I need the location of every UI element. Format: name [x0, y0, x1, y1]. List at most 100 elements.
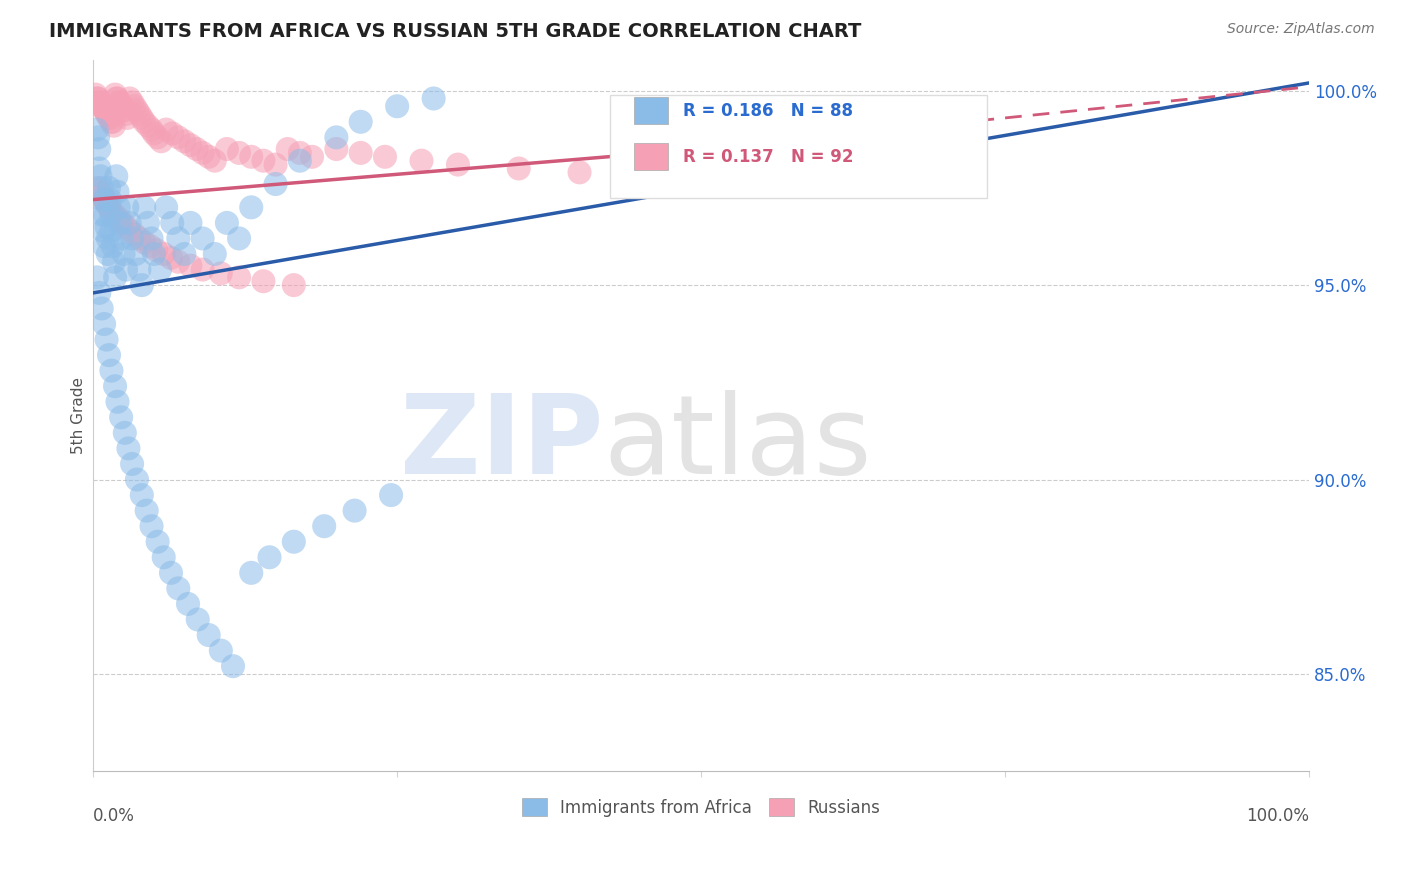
Point	[134, 115, 156, 129]
Point	[100, 115, 122, 129]
Point	[128, 262, 150, 277]
Point	[177, 597, 200, 611]
Point	[124, 99, 146, 113]
Point	[90, 181, 112, 195]
Point	[89, 285, 111, 300]
Point	[90, 193, 112, 207]
Point	[155, 200, 177, 214]
Point	[277, 142, 299, 156]
Point	[103, 119, 125, 133]
Point	[115, 219, 138, 234]
Point	[167, 582, 190, 596]
Text: IMMIGRANTS FROM AFRICA VS RUSSIAN 5TH GRADE CORRELATION CHART: IMMIGRANTS FROM AFRICA VS RUSSIAN 5TH GR…	[49, 22, 862, 41]
Point	[167, 130, 190, 145]
Point	[84, 87, 107, 102]
Point	[134, 235, 156, 250]
Point	[110, 99, 132, 113]
Point	[131, 488, 153, 502]
Point	[160, 251, 183, 265]
Point	[86, 181, 108, 195]
Point	[125, 247, 148, 261]
Point	[118, 91, 141, 105]
Point	[90, 301, 112, 316]
Point	[135, 503, 157, 517]
Point	[191, 145, 214, 160]
Point	[288, 145, 311, 160]
Point	[447, 158, 470, 172]
Point	[107, 91, 129, 105]
Text: ZIP: ZIP	[401, 391, 603, 498]
Point	[422, 91, 444, 105]
Point	[160, 216, 183, 230]
Point	[146, 130, 169, 145]
Point	[98, 111, 121, 125]
Point	[350, 115, 373, 129]
Point	[125, 103, 148, 117]
Point	[380, 488, 402, 502]
Text: R = 0.186   N = 88: R = 0.186 N = 88	[683, 102, 853, 120]
Point	[288, 153, 311, 168]
Bar	[634, 96, 668, 124]
Point	[187, 613, 209, 627]
Point	[141, 231, 163, 245]
Point	[150, 134, 173, 148]
Point	[98, 348, 121, 362]
Point	[91, 224, 114, 238]
Point	[240, 566, 263, 580]
FancyBboxPatch shape	[610, 95, 987, 198]
Y-axis label: 5th Grade: 5th Grade	[72, 376, 86, 454]
Point	[104, 379, 127, 393]
Point	[252, 153, 274, 168]
Point	[191, 262, 214, 277]
Point	[325, 130, 347, 145]
Point	[115, 111, 138, 125]
Point	[110, 231, 132, 245]
Point	[107, 200, 129, 214]
Point	[568, 165, 591, 179]
Point	[204, 247, 226, 261]
Point	[107, 185, 129, 199]
Point	[155, 122, 177, 136]
Point	[411, 153, 433, 168]
Point	[115, 107, 138, 121]
Point	[115, 200, 138, 214]
Point	[228, 270, 250, 285]
Point	[141, 519, 163, 533]
Point	[160, 127, 183, 141]
Point	[108, 216, 131, 230]
Point	[118, 216, 141, 230]
Point	[325, 142, 347, 156]
Point	[110, 410, 132, 425]
Point	[197, 628, 219, 642]
Point	[152, 550, 174, 565]
Point	[149, 262, 172, 277]
Point	[104, 270, 127, 285]
Point	[385, 99, 408, 113]
Point	[100, 224, 122, 238]
Point	[87, 91, 110, 105]
Point	[97, 231, 120, 245]
Point	[96, 107, 118, 121]
Point	[98, 181, 121, 195]
Point	[283, 534, 305, 549]
Bar	[634, 143, 668, 169]
Point	[96, 219, 118, 234]
Point	[96, 196, 118, 211]
Point	[89, 161, 111, 176]
Point	[146, 534, 169, 549]
Point	[160, 566, 183, 580]
Point	[111, 216, 134, 230]
Point	[314, 519, 336, 533]
Point	[93, 239, 115, 253]
Point	[374, 150, 396, 164]
Point	[128, 107, 150, 121]
Point	[98, 200, 121, 214]
Point	[145, 243, 167, 257]
Point	[100, 204, 122, 219]
Point	[628, 169, 651, 184]
Point	[152, 247, 174, 261]
Point	[125, 473, 148, 487]
Point	[86, 91, 108, 105]
Point	[118, 224, 141, 238]
Point	[252, 274, 274, 288]
